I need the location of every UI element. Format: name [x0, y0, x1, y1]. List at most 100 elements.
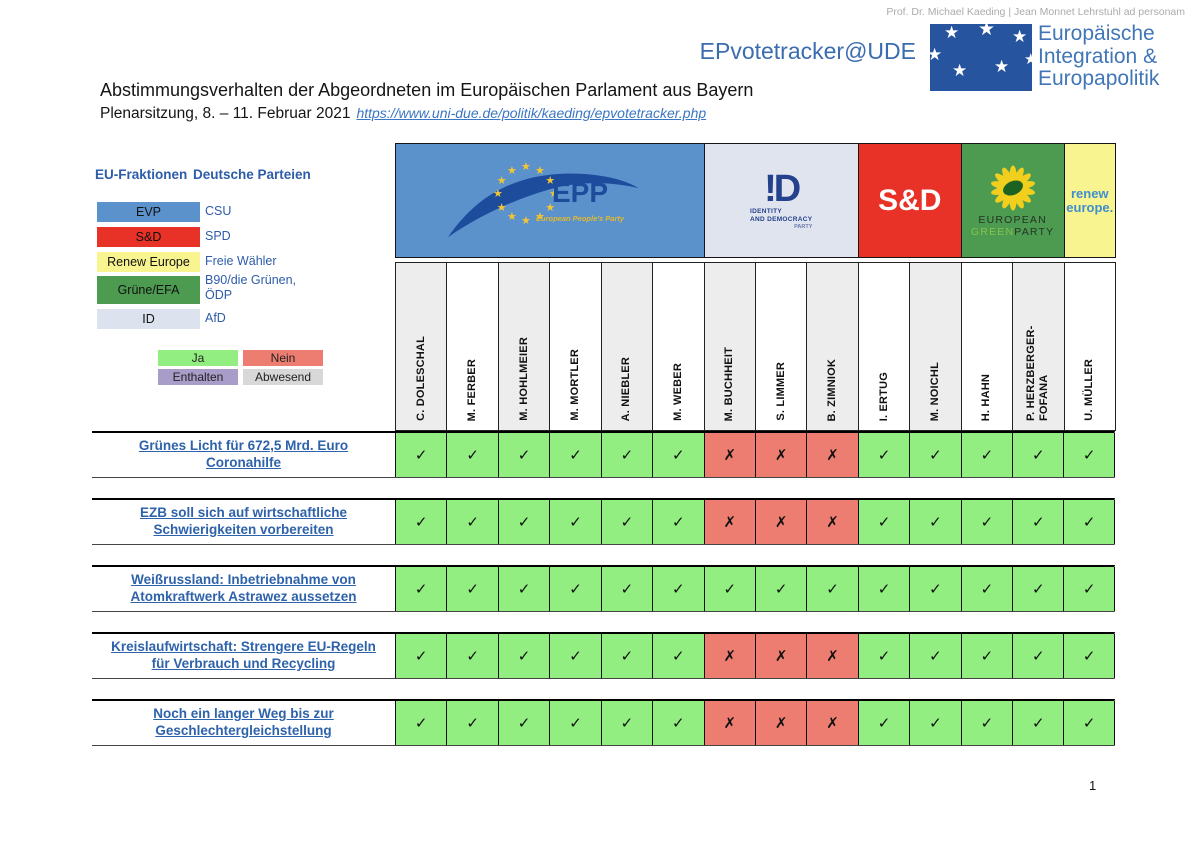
party-label: B90/die Grünen, ÖDP [205, 273, 297, 302]
mep-name-cell: M. BUCHHEIT [703, 262, 756, 431]
vote-cell-nein: ✗ [754, 500, 807, 544]
vote-cell-ja: ✓ [652, 500, 704, 544]
vote-cell-ja: ✓ [960, 701, 1013, 745]
vote-cell-ja: ✓ [549, 634, 601, 678]
vote-cell-ja: ✓ [549, 701, 601, 745]
mep-name: S. LIMMER [774, 362, 787, 421]
vote-cell-ja: ✓ [497, 567, 550, 611]
vote-key-ja: Ja [158, 350, 238, 366]
vote-cell-ja: ✓ [1063, 701, 1115, 745]
epp-star-icon: ★ [535, 164, 545, 177]
vote-cell-ja: ✓ [857, 567, 910, 611]
vote-cell-ja: ✓ [1012, 701, 1064, 745]
vote-cell-ja: ✓ [446, 701, 498, 745]
epp-sublabel: European People's Party [536, 214, 625, 223]
page-number: 1 [1089, 778, 1097, 793]
mep-name-cell: P. HERZBERGER-FOFANA [1012, 262, 1065, 431]
vote-cell-ja: ✓ [1063, 634, 1115, 678]
topic-link[interactable]: Weißrussland: Inbetriebnahme von Atomkra… [130, 572, 357, 604]
vote-cell-ja: ✓ [600, 634, 653, 678]
vote-cell-ja: ✓ [446, 433, 498, 477]
mep-name-cell: B. ZIMNIOK [806, 262, 859, 431]
vote-cell-ja: ✓ [909, 433, 961, 477]
epp-star-icon: ★ [496, 201, 507, 214]
group-header-epp: ★ ★ ★ ★ ★ ★ ★ ★ ★ ★ ★ ★ EPP European People's Party [395, 143, 705, 258]
epp-star-icon: ★ [521, 215, 531, 227]
topic-link[interactable]: EZB soll sich auf wirtschaftliche Schwie… [139, 505, 348, 537]
mep-name-cell: H. HAHN [960, 262, 1014, 431]
institute-line: Integration & [1038, 44, 1158, 68]
mep-name-cell: M. MORTLER [549, 262, 602, 431]
vote-cell-ja: ✓ [909, 567, 961, 611]
mep-name: M. FERBER [466, 358, 479, 421]
vote-cell-ja: ✓ [446, 634, 498, 678]
vote-cell-ja: ✓ [395, 433, 447, 477]
vote-cell-nein: ✗ [703, 433, 755, 477]
vote-cell-ja: ✓ [857, 433, 910, 477]
vote-cell-ja: ✓ [1012, 433, 1064, 477]
greens-label: EUROPEAN [978, 214, 1047, 226]
vote-cell-ja: ✓ [600, 701, 653, 745]
institute-line: Europäische [1038, 22, 1155, 45]
vote-cell-ja: ✓ [909, 500, 961, 544]
vote-cell-ja: ✓ [652, 634, 704, 678]
mep-name: M. WEBER [671, 363, 684, 421]
institute-logo-text: Europäische Integration & Europapolitik [1038, 22, 1160, 91]
vote-cell-ja: ✓ [1012, 634, 1064, 678]
vote-key-abwesend: Abwesend [243, 369, 323, 385]
mep-name: C. DOLESCHAL [414, 336, 427, 421]
mep-name: M. NOICHL [928, 361, 941, 421]
flag-star-icon: ★ [952, 61, 968, 80]
fraction-box: Grüne/EFA [97, 276, 200, 304]
topic-link[interactable]: Grünes Licht für 672,5 Mrd. Euro Coronah… [138, 438, 349, 470]
renew-label: renew europe. [1066, 185, 1114, 215]
vote-cell-nein: ✗ [806, 433, 858, 477]
vote-cell-nein: ✗ [806, 500, 858, 544]
topic-link[interactable]: Noch ein langer Weg bis zur Geschlechter… [153, 706, 334, 738]
vote-cell-nein: ✗ [806, 634, 858, 678]
tracker-link[interactable]: https://www.uni-due.de/politik/kaeding/e… [356, 105, 707, 121]
group-header-id: !D IDENTITY AND DEMOCRACY PARTY [703, 143, 859, 258]
epp-star-icon: ★ [521, 161, 531, 173]
institute-line: Europapolitik [1038, 67, 1160, 90]
vote-cell-nein: ✗ [703, 500, 755, 544]
vote-cell-ja: ✓ [549, 433, 601, 477]
vote-cell-ja: ✓ [909, 701, 961, 745]
vote-cell-nein: ✗ [754, 701, 807, 745]
mep-name-cell: S. LIMMER [755, 262, 808, 431]
mep-name: U. MÜLLER [1083, 359, 1096, 421]
vote-row: Kreislaufwirtschaft: Strengere EU-Regeln… [92, 632, 1115, 679]
vote-cell-ja: ✓ [497, 634, 550, 678]
party-label: SPD [205, 229, 231, 243]
epp-star-icon: ★ [493, 188, 503, 200]
flag-star-icon: ★ [930, 45, 943, 64]
institute-flag-logo: ★ ★ ★ ★ ★ ★ ★ [930, 24, 1032, 91]
vote-cell-ja: ✓ [652, 567, 704, 611]
mep-name: P. HERZBERGER-FOFANA [1025, 325, 1051, 422]
fraction-box: S&D [97, 227, 200, 247]
vote-row: EZB soll sich auf wirtschaftliche Schwie… [92, 498, 1115, 545]
topic-link[interactable]: Kreislaufwirtschaft: Strengere EU-Regeln… [111, 639, 376, 671]
vote-cell-ja: ✓ [857, 500, 910, 544]
vote-cell-ja: ✓ [909, 634, 961, 678]
vote-cell-ja: ✓ [857, 701, 910, 745]
vote-cell-ja: ✓ [446, 567, 498, 611]
vote-cell-ja: ✓ [395, 701, 447, 745]
vote-cell-ja: ✓ [395, 500, 447, 544]
vote-cell-nein: ✗ [754, 433, 807, 477]
vote-cell-ja: ✓ [1063, 433, 1115, 477]
vote-cell-ja: ✓ [446, 500, 498, 544]
page-subtitle: Plenarsitzung, 8. – 11. Februar 2021 http… [100, 105, 706, 123]
vote-cell-ja: ✓ [703, 567, 755, 611]
vote-row: Weißrussland: Inbetriebnahme von Atomkra… [92, 565, 1115, 612]
vote-key-enthalten: Enthalten [158, 369, 238, 385]
fraction-box: EVP [97, 202, 200, 222]
id-logo: !D IDENTITY AND DEMOCRACY PARTY [750, 170, 812, 231]
flag-star-icon: ★ [994, 57, 1010, 76]
id-logo-line: AND DEMOCRACY [750, 216, 813, 223]
vote-cell-ja: ✓ [1012, 567, 1064, 611]
flag-star-icon: ★ [1024, 51, 1032, 68]
epp-star-icon: ★ [507, 164, 517, 177]
vote-cell-ja: ✓ [1012, 500, 1064, 544]
page-title: Abstimmungsverhalten der Abgeordneten im… [100, 80, 754, 100]
